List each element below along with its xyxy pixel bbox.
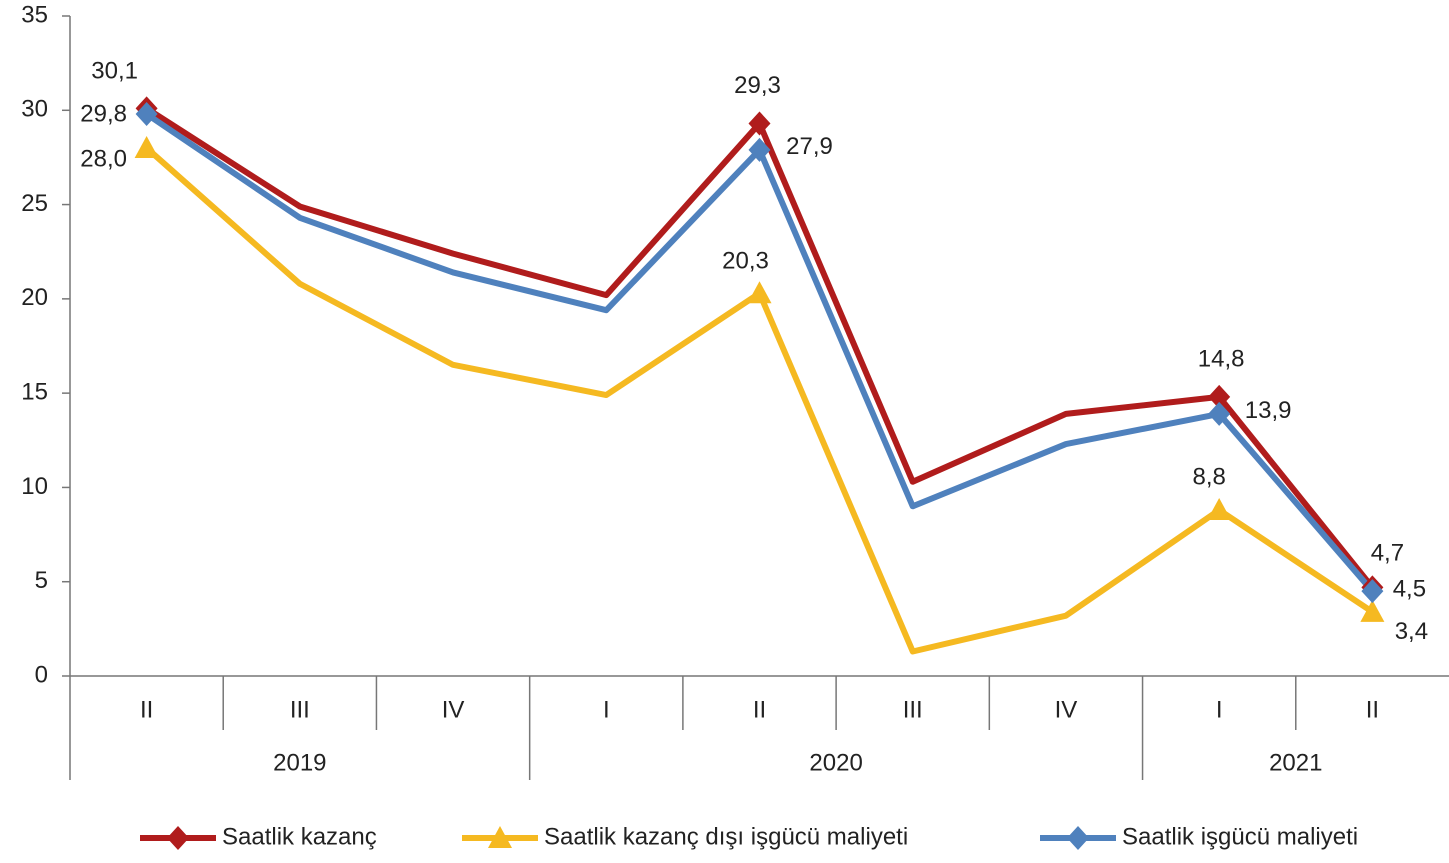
data-label: 3,4 — [1395, 618, 1428, 645]
x-tick-label: III — [290, 696, 310, 723]
point-marker — [134, 136, 159, 158]
group-label: 2019 — [273, 749, 326, 776]
data-label: 13,9 — [1245, 397, 1292, 424]
x-tick-label: I — [603, 696, 610, 723]
x-tick-label: II — [1366, 696, 1379, 723]
y-tick-label: 5 — [35, 567, 48, 594]
y-tick-label: 10 — [21, 473, 48, 500]
x-tick-label: IV — [442, 696, 465, 723]
y-tick-label: 30 — [21, 96, 48, 123]
y-tick-label: 15 — [21, 378, 48, 405]
point-marker — [1361, 579, 1384, 604]
legend-marker — [167, 826, 189, 850]
data-label: 14,8 — [1198, 345, 1245, 372]
group-label: 2021 — [1269, 749, 1322, 776]
series-line — [144, 105, 1375, 590]
y-tick-label: 25 — [21, 190, 48, 217]
y-tick-label: 0 — [35, 661, 48, 688]
point-marker — [747, 281, 772, 304]
group-label: 2020 — [809, 749, 862, 776]
y-tick-label: 20 — [21, 284, 48, 311]
x-tick-label: II — [140, 696, 153, 723]
x-tick-label: IV — [1055, 696, 1078, 723]
y-tick-label: 35 — [21, 1, 48, 28]
x-tick-label: II — [753, 696, 766, 723]
x-tick-label: I — [1216, 696, 1223, 723]
data-label: 8,8 — [1192, 463, 1225, 490]
data-label: 27,9 — [786, 133, 833, 160]
point-marker — [135, 102, 158, 127]
data-label: 4,5 — [1393, 575, 1426, 602]
legend-marker — [1067, 826, 1089, 850]
legend-marker — [488, 826, 512, 848]
data-label: 4,7 — [1371, 540, 1404, 567]
legend-label: Saatlik kazanç dışı işgücü maliyeti — [544, 823, 908, 850]
data-label: 20,3 — [722, 248, 769, 275]
data-label: 29,3 — [734, 72, 781, 99]
point-marker — [1208, 384, 1231, 409]
legend-label: Saatlik kazanç — [222, 823, 377, 850]
point-marker — [1208, 401, 1231, 426]
point-marker — [1360, 599, 1385, 622]
point-marker — [1207, 498, 1232, 521]
point-marker — [748, 137, 771, 162]
data-label: 30,1 — [91, 58, 138, 85]
point-marker — [748, 111, 771, 136]
data-label: 28,0 — [80, 145, 127, 172]
x-tick-label: III — [903, 696, 923, 723]
data-label: 29,8 — [80, 100, 127, 127]
series-line — [144, 111, 1375, 594]
legend-label: Saatlik işgücü maliyeti — [1122, 823, 1358, 850]
